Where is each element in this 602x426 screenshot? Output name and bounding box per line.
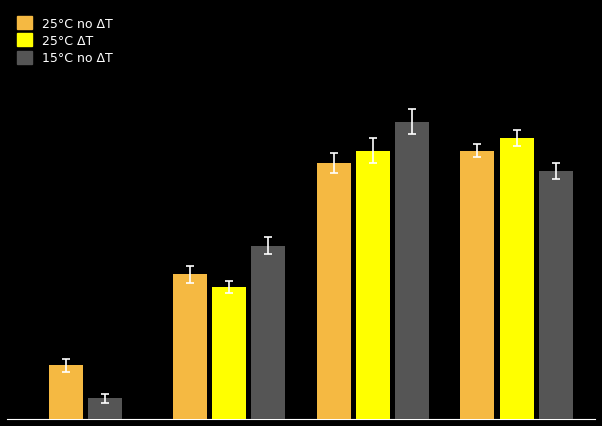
Bar — [173, 275, 207, 419]
Bar — [212, 287, 246, 419]
Bar — [539, 172, 573, 419]
Bar — [88, 398, 122, 419]
Bar — [461, 151, 494, 419]
Bar — [356, 151, 390, 419]
Bar — [252, 246, 285, 419]
Bar — [395, 122, 429, 419]
Bar — [317, 164, 350, 419]
Bar — [500, 139, 533, 419]
Legend: 25°C no ΔT, 25°C ΔT, 15°C no ΔT: 25°C no ΔT, 25°C ΔT, 15°C no ΔT — [13, 13, 116, 69]
Bar — [49, 366, 82, 419]
